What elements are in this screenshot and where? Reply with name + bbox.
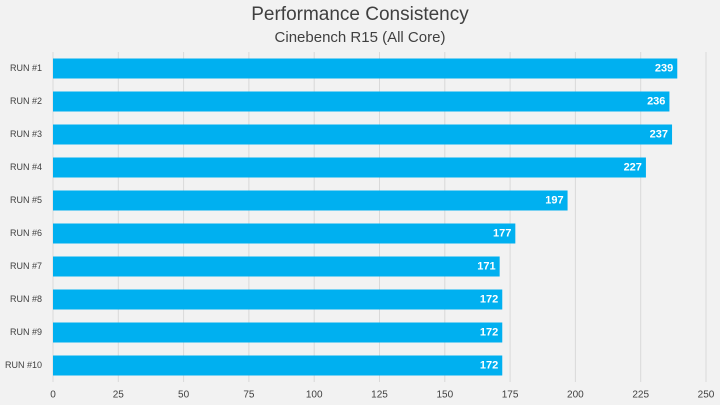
y-tick-label: RUN #2 <box>10 96 42 106</box>
bar <box>53 223 516 244</box>
value-label: 197 <box>545 194 563 206</box>
x-tick-label: 225 <box>632 390 649 401</box>
value-label: 236 <box>647 95 665 107</box>
bar <box>53 91 670 112</box>
value-label: 239 <box>655 62 673 74</box>
value-label: 227 <box>624 161 642 173</box>
bar <box>53 124 673 145</box>
bar <box>53 157 646 178</box>
y-tick-label: RUN #8 <box>10 294 42 304</box>
x-tick-label: 200 <box>567 390 584 401</box>
value-label: 172 <box>480 326 498 338</box>
x-tick-label: 175 <box>502 390 519 401</box>
y-tick-label: RUN #3 <box>10 129 42 139</box>
bar <box>53 289 503 310</box>
value-label: 172 <box>480 293 498 305</box>
value-label: 177 <box>493 227 511 239</box>
y-tick-label: RUN #7 <box>10 261 42 271</box>
bar <box>53 58 678 79</box>
bar <box>53 190 568 211</box>
chart-title: Performance Consistency <box>251 4 469 25</box>
y-tick-label: RUN #4 <box>10 162 42 172</box>
x-tick-label: 0 <box>50 390 56 401</box>
value-label: 171 <box>477 260 495 272</box>
y-tick-label: RUN #5 <box>10 195 42 205</box>
x-tick-label: 25 <box>113 390 125 401</box>
x-tick-label: 75 <box>243 390 255 401</box>
bar <box>53 256 500 277</box>
y-tick-label: RUN #10 <box>5 360 42 370</box>
bar <box>53 322 503 343</box>
x-tick-label: 250 <box>698 390 715 401</box>
y-tick-label: RUN #1 <box>10 63 42 73</box>
x-tick-label: 50 <box>178 390 190 401</box>
chart-subtitle: Cinebench R15 (All Core) <box>275 29 446 46</box>
bar <box>53 355 503 376</box>
y-tick-label: RUN #9 <box>10 327 42 337</box>
x-tick-label: 100 <box>306 390 323 401</box>
value-label: 237 <box>650 128 668 140</box>
y-tick-label: RUN #6 <box>10 228 42 238</box>
x-tick-label: 150 <box>436 390 453 401</box>
value-label: 172 <box>480 359 498 371</box>
x-tick-label: 125 <box>371 390 388 401</box>
